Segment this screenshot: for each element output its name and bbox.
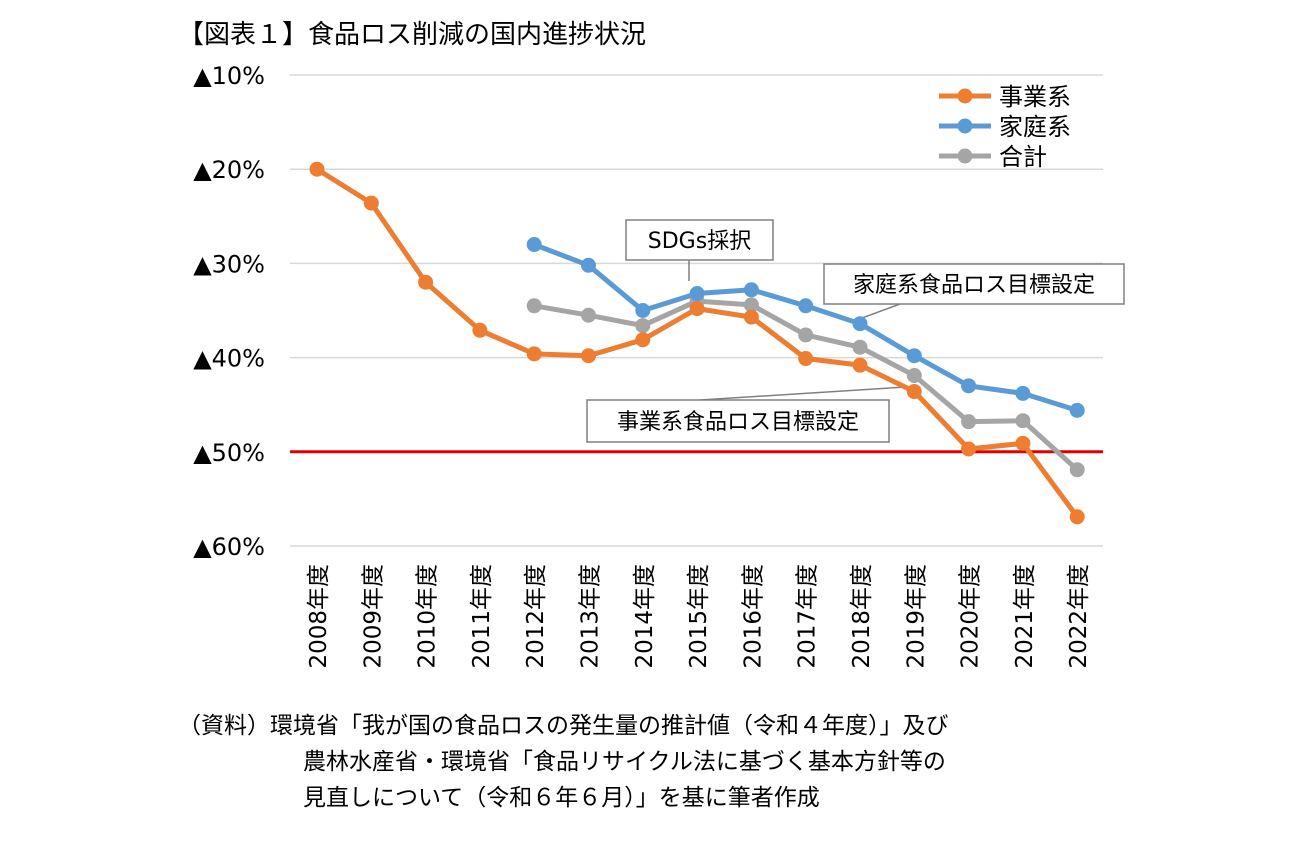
annotation-box — [586, 399, 890, 443]
series-point — [472, 322, 488, 338]
series-point — [526, 298, 542, 314]
series-point — [581, 348, 596, 364]
series-point — [418, 274, 434, 290]
x-tick-label: 2016年度 — [740, 564, 766, 669]
series-point — [689, 301, 705, 317]
legend-label: 合計 — [999, 143, 1047, 171]
series-point — [961, 441, 977, 457]
series-point — [743, 297, 759, 313]
source-note: （資料）環境省「我が国の食品ロスの発生量の推計値（令和４年度）」及び 農林水産省… — [178, 708, 949, 816]
x-tick-label: 2009年度 — [360, 564, 386, 669]
series-point — [635, 303, 651, 318]
series-point — [526, 237, 542, 253]
series-point — [363, 195, 379, 211]
series-point — [1069, 462, 1085, 478]
series-point — [309, 161, 325, 177]
x-tick-label: 2020年度 — [958, 564, 984, 669]
source-line-3: 見直しについて（令和６年６月）」を基に筆者作成 — [303, 785, 820, 811]
series-point — [743, 282, 759, 298]
annotation-box — [625, 219, 774, 261]
x-tick-label: 2011年度 — [469, 564, 495, 669]
annotation-label: 事業系食品ロス目標設定 — [617, 410, 859, 435]
series-point — [635, 318, 651, 334]
series-point — [852, 339, 868, 355]
x-tick-label: 2013年度 — [578, 564, 604, 669]
x-tick-label: 2021年度 — [1012, 564, 1038, 669]
y-tick-label: ▲40% — [193, 345, 265, 373]
series-point — [1069, 402, 1085, 418]
x-tick-label: 2015年度 — [686, 564, 712, 669]
x-tick-label: 2022年度 — [1066, 564, 1092, 669]
legend-marker — [957, 88, 973, 104]
series-point — [689, 286, 705, 302]
source-line-2: 農林水産省・環境省「食品リサイクル法に基づく基本方針等の — [303, 749, 946, 775]
series-point — [906, 384, 922, 400]
y-tick-label: ▲60% — [193, 533, 265, 561]
x-tick-label: 2008年度 — [306, 564, 332, 669]
legend-marker — [957, 118, 973, 134]
y-tick-label: ▲50% — [193, 439, 265, 467]
series-point — [1015, 385, 1031, 401]
series-point — [581, 307, 596, 323]
annotation-leader — [699, 386, 906, 401]
series-point — [961, 378, 977, 394]
series-point — [581, 257, 596, 273]
series-point — [852, 357, 868, 373]
annotation-leader — [861, 303, 901, 319]
y-tick-label: ▲20% — [193, 156, 265, 184]
annotation-box — [823, 263, 1125, 305]
series-point — [1015, 413, 1031, 429]
series-point — [798, 298, 814, 314]
series-point — [1015, 435, 1031, 451]
x-tick-label: 2012年度 — [523, 564, 549, 669]
series-point — [906, 367, 922, 383]
x-tick-label: 2017年度 — [795, 564, 821, 669]
series-point — [961, 414, 977, 430]
x-tick-label: 2019年度 — [903, 564, 929, 669]
legend-label: 事業系 — [999, 83, 1071, 111]
x-tick-label: 2014年度 — [632, 564, 658, 669]
y-tick-label: ▲30% — [193, 250, 265, 278]
series-point — [798, 327, 814, 343]
annotation-label: SDGs採択 — [648, 229, 751, 254]
series-point — [526, 346, 542, 362]
series-point — [1069, 509, 1085, 525]
series-point — [906, 348, 922, 364]
series-point — [743, 309, 759, 325]
series-point — [635, 332, 651, 348]
chart-title: 【図表１】食品ロス削減の国内進捗状況 — [178, 20, 647, 50]
y-tick-label: ▲10% — [193, 62, 265, 90]
source-line-1: （資料）環境省「我が国の食品ロスの発生量の推計値（令和４年度）」及び — [178, 713, 949, 739]
series-point — [798, 351, 814, 367]
legend-marker — [957, 148, 973, 164]
x-tick-label: 2018年度 — [849, 564, 875, 669]
legend-label: 家庭系 — [999, 113, 1071, 141]
annotation-label: 家庭系食品ロス目標設定 — [853, 273, 1095, 298]
series-point — [852, 316, 868, 332]
x-tick-label: 2010年度 — [415, 564, 441, 669]
